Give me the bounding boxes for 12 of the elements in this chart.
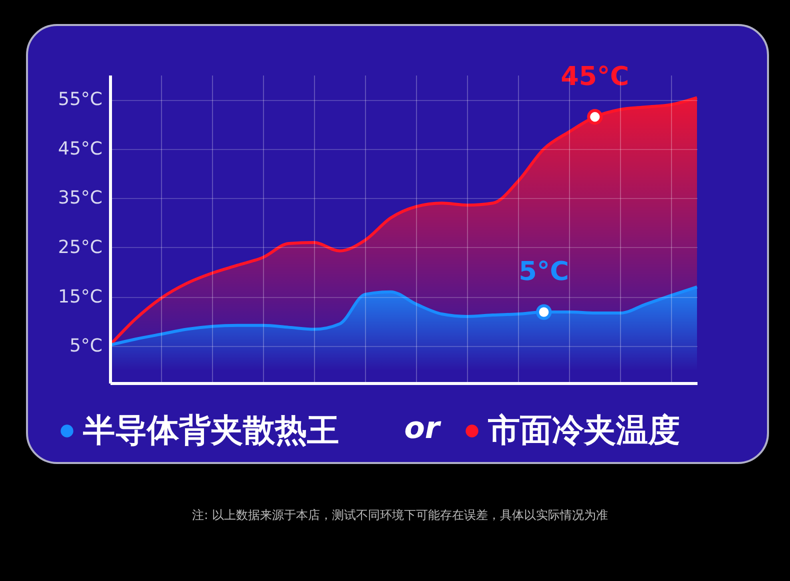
- y-tick-label: 45°C: [58, 138, 102, 160]
- text: 注: 以上数据来源于本店，测试不同环境下可能存在误差，具体以实际情况为准: [192, 508, 608, 522]
- legend-label: 市面冷夹温度: [487, 411, 680, 449]
- annotation: 45°C: [560, 62, 630, 92]
- y-tick-label: 25°C: [58, 236, 102, 258]
- y-tick-label: 5°C: [69, 336, 102, 357]
- y-tick-label: 35°C: [58, 188, 102, 209]
- y-tick-label: 55°C: [58, 89, 102, 110]
- annotation: 5°C: [518, 257, 569, 288]
- legend-label: 半导体背夹散热王: [82, 411, 339, 449]
- text: or: [404, 411, 442, 446]
- y-tick-label: 15°C: [58, 286, 102, 308]
